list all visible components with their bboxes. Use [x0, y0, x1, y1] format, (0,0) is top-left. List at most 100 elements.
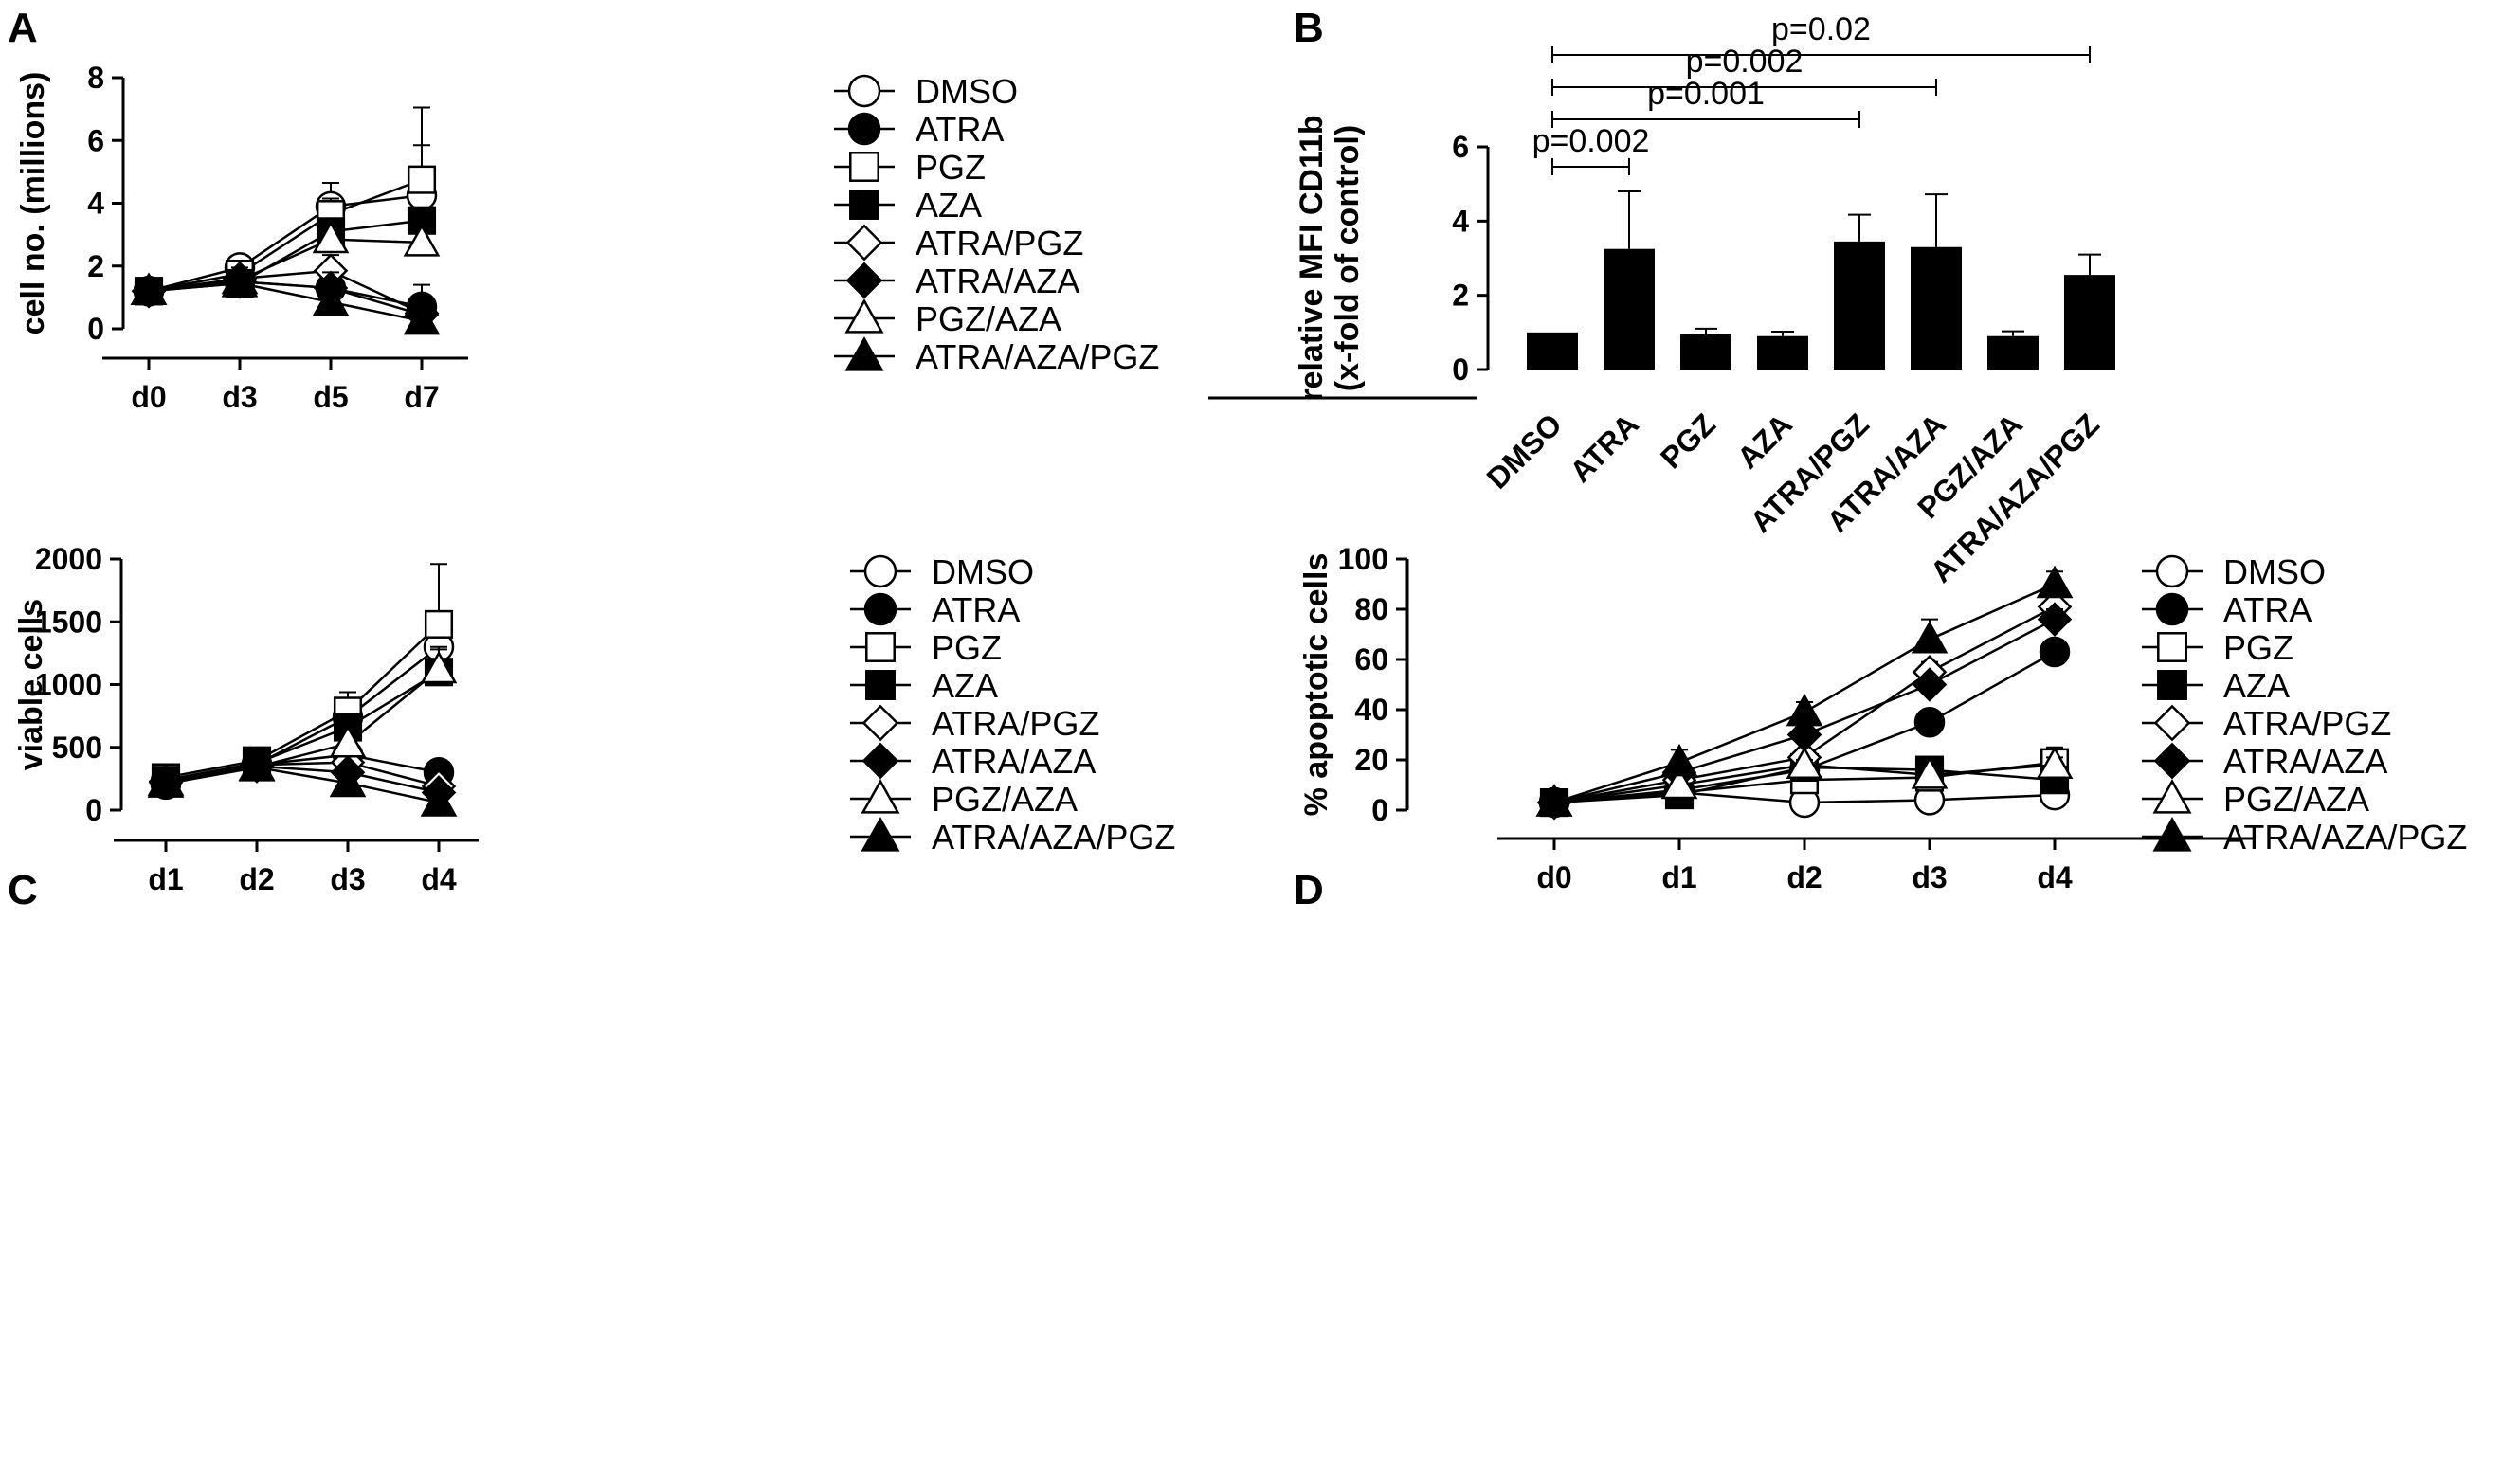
panel-d-data-point	[2037, 602, 2073, 637]
panel-d-data-point	[2039, 636, 2071, 668]
panel-a-series-line	[148, 193, 423, 293]
panel-d-legend-label: ATRA/AZA	[2223, 742, 2387, 781]
panel-c-data-point	[147, 765, 185, 798]
panel-c-x-tick-label: d2	[239, 862, 274, 896]
panel-d-data-point	[1911, 620, 1949, 654]
panel-b-y-axis-label: (x-fold of control)	[1330, 125, 1366, 391]
panel-d-x-tick-label: d0	[1536, 860, 1571, 894]
panel-c-series-line	[165, 761, 440, 788]
panel-d-legend-marker	[2152, 779, 2192, 814]
panel-b-bar	[1987, 335, 2039, 370]
panel-d-series-atra-aza	[1536, 602, 2073, 821]
panel-a-y-tick-label: 8	[87, 61, 104, 95]
panel-a-legend-label: DMSO	[916, 72, 1018, 111]
panel-d-y-tick-label: 60	[1354, 642, 1388, 677]
panel-a-letter: A	[8, 5, 38, 51]
panel-b-significance-label: p=0.002	[1532, 123, 1650, 159]
panel-d-legend-label: PGZ	[2223, 628, 2293, 667]
panel-c-legend-label: ATRA	[932, 590, 1020, 629]
panel-d-legend-label: PGZ/AZA	[2223, 780, 2369, 819]
panel-d-legend-label: DMSO	[2223, 552, 2326, 591]
panel-d-legend-label: ATRA/AZA/PGZ	[2223, 818, 2467, 857]
panel-c-legend-label: ATRA/AZA/PGZ	[932, 818, 1175, 857]
panel-b-bar	[1757, 335, 1808, 370]
panel-d-y-tick-label: 20	[1354, 743, 1388, 777]
panel-c-y-tick-label: 0	[85, 793, 102, 827]
panel-c-y-tick-label: 1000	[35, 668, 102, 702]
panel-b-y-axis-label: relative MFI CD11b	[1294, 115, 1330, 401]
panel-d-letter: D	[1294, 867, 1324, 913]
panel-a-y-tick-label: 6	[87, 123, 104, 157]
panel-c-x-tick-label: d1	[148, 862, 183, 896]
panel-a-data-point	[407, 165, 437, 194]
panel-c-series-line	[165, 668, 440, 784]
panel-a-legend-marker	[847, 112, 881, 146]
panel-b-significance-label: p=0.001	[1647, 76, 1765, 112]
panel-c-y-axis-label: viable cells	[13, 599, 49, 770]
panel-a-x-tick-label: d5	[313, 380, 348, 414]
panel-d-y-tick-label: 40	[1354, 693, 1388, 727]
panel-a-legend-marker	[844, 298, 884, 334]
panel-d-x-tick-label: d4	[2037, 860, 2073, 894]
panel-b-significance-label: p=0.02	[1771, 11, 1871, 47]
panel-a-data-point	[403, 301, 441, 335]
panel-b-bar	[2064, 275, 2115, 370]
panel-d-data-point	[1786, 746, 1823, 780]
panel-c-legend-marker	[861, 779, 900, 814]
panel-a-series-atra-aza-pgz	[130, 264, 441, 335]
panel-c-legend-label: PGZ/AZA	[932, 780, 1078, 819]
panel-d-legend-marker	[2155, 554, 2189, 588]
panel-c-data-point	[420, 650, 458, 684]
panel-d-legend-marker	[2157, 670, 2187, 700]
panel-d-data-point	[1786, 693, 1823, 727]
panel-d-legend-label: ATRA/PGZ	[2223, 704, 2391, 743]
panel-a-y-tick-label: 2	[87, 249, 104, 283]
panel-d-data-point	[1912, 667, 1948, 702]
panel-a-legend-marker	[844, 336, 884, 371]
panel-a-legend-marker	[847, 74, 881, 108]
panel-c-legend-marker	[861, 817, 900, 852]
panel-d-data-point	[1660, 766, 1698, 800]
panel-d-data-point	[2036, 746, 2074, 780]
panel-a-legend-label: ATRA/AZA/PGZ	[916, 337, 1159, 376]
panel-c-chart: 0 500 1000 1500 2000 d1 d2 d3 d4 viable cells DMSO…	[13, 542, 1175, 896]
panel-c-y-tick-label: 1500	[35, 605, 102, 639]
panel-d-legend-marker	[2155, 592, 2189, 626]
panel-a-legend-marker	[845, 262, 883, 299]
panel-b-bar	[1911, 246, 1962, 370]
panel-a-y-tick-label: 4	[87, 187, 104, 221]
panel-c-legend-marker	[865, 670, 896, 700]
panel-d-legend-label: AZA	[2223, 666, 2290, 705]
panel-d-legend-marker	[2153, 704, 2191, 742]
panel-c-series-line	[165, 766, 440, 804]
panel-a-legend-marker	[849, 152, 879, 182]
panel-d-x-tick-label: d3	[1912, 860, 1947, 894]
panel-b-letter: B	[1294, 5, 1324, 51]
panel-a-legend-label: AZA	[916, 186, 982, 225]
panel-d-y-tick-label: 80	[1354, 592, 1388, 626]
panel-d-legend-marker	[2153, 742, 2191, 780]
panel-a-x-tick-label: d7	[404, 380, 439, 414]
panel-c-series-line	[165, 671, 440, 782]
panel-a-data-point	[403, 224, 441, 257]
panel-b-bar	[1604, 248, 1655, 370]
panel-a-data-point	[130, 272, 168, 305]
panel-c-legend-label: PGZ	[932, 628, 1002, 667]
panel-c-data-point	[329, 764, 367, 798]
panel-c-x-tick-label: d4	[421, 862, 457, 896]
panel-b-y-tick-label: 2	[1452, 279, 1469, 313]
panel-c-data-point	[329, 724, 367, 758]
panel-d-legend-marker	[2157, 632, 2187, 662]
panel-a-x-tick-label: d3	[222, 380, 257, 414]
panel-c-legend-label: ATRA/PGZ	[932, 704, 1099, 743]
panel-a-series-line	[148, 238, 423, 293]
panel-c-data-point	[238, 749, 276, 782]
panel-b-y-tick-label: 4	[1452, 204, 1469, 238]
panel-d-y-tick-label: 0	[1371, 793, 1388, 827]
panel-c-y-tick-label: 500	[52, 731, 102, 765]
panel-a-x-tick-label: d0	[131, 380, 166, 414]
panel-c-letter: C	[8, 867, 38, 913]
panel-a-legend-label: PGZ/AZA	[916, 299, 1061, 338]
panel-a-legend-marker	[849, 190, 879, 220]
